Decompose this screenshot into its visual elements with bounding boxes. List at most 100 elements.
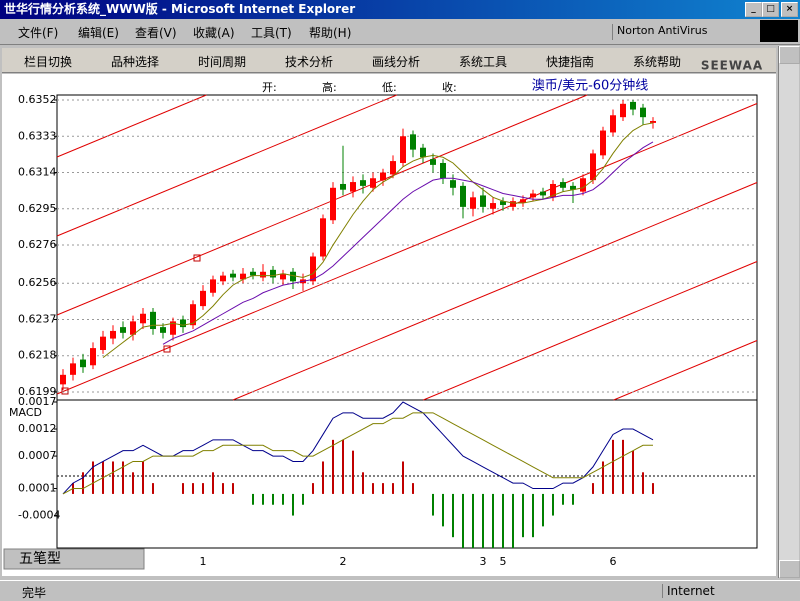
- menu-item[interactable]: 收藏(A): [193, 26, 235, 40]
- candle-body: [360, 180, 366, 186]
- open-label: 开:: [262, 81, 277, 94]
- y-tick-label: 0.0012: [18, 422, 57, 435]
- candle-body: [350, 182, 356, 192]
- candle-body: [440, 162, 446, 179]
- scrollbar[interactable]: [778, 46, 800, 578]
- candle-body: [80, 359, 86, 368]
- y-tick-label: 0.6276: [18, 238, 57, 251]
- toolbar-item[interactable]: 系统帮助: [633, 55, 682, 69]
- y-tick-label: 0.6295: [18, 202, 57, 215]
- chart-title: 澳币/美元-60分钟线: [532, 78, 649, 94]
- close-button[interactable]: ×: [781, 2, 798, 17]
- minimize-button[interactable]: _: [745, 2, 762, 17]
- marker: [61, 387, 69, 395]
- channel-line: [232, 182, 758, 401]
- scroll-up[interactable]: [779, 46, 800, 64]
- y-tick-label: 0.0001: [18, 482, 57, 495]
- toolbar-item[interactable]: 栏目切换: [24, 55, 73, 69]
- candle-body: [140, 313, 146, 324]
- candle-body: [180, 319, 186, 328]
- line-series: [102, 122, 654, 359]
- y-tick-label: 0.6314: [18, 166, 57, 179]
- menu-item[interactable]: 帮助(H): [309, 26, 352, 40]
- macd-title: MACD: [9, 406, 42, 419]
- candle-body: [400, 136, 406, 163]
- candle-body: [250, 271, 256, 276]
- candle-body: [610, 115, 616, 133]
- candle-body: [130, 321, 136, 335]
- candle-body: [430, 159, 436, 165]
- menu-item[interactable]: 文件(F): [18, 26, 59, 40]
- maximize-button[interactable]: □: [762, 2, 779, 17]
- menu-bar: Norton AntiVirus: [0, 20, 800, 45]
- candle-body: [650, 120, 656, 123]
- candle-body: [280, 273, 286, 280]
- bottom-tools[interactable]: [3, 548, 145, 570]
- candle-body: [210, 279, 216, 293]
- candle-body: [70, 363, 76, 375]
- toolbar-item[interactable]: 快捷指南: [546, 55, 595, 69]
- ie-logo: [760, 20, 798, 42]
- candle-body: [500, 201, 506, 205]
- menu-item[interactable]: 查看(V): [135, 26, 177, 40]
- y-tick-label: 0.6237: [18, 312, 57, 325]
- toolbar-item[interactable]: 画线分析: [372, 55, 421, 69]
- toolbar-item[interactable]: 系统工具: [459, 55, 508, 69]
- candle-body: [550, 183, 556, 198]
- chart-background: [2, 74, 776, 576]
- candle-body: [340, 183, 346, 190]
- close-label: 收:: [442, 80, 457, 94]
- toolbar-item[interactable]: 技术分析: [285, 55, 334, 69]
- menu-item[interactable]: 工具(T): [251, 26, 292, 40]
- channel-line: [613, 340, 758, 401]
- toolbar-item[interactable]: 时间周期: [198, 55, 247, 69]
- candle-body: [410, 134, 416, 150]
- candle-body: [570, 185, 576, 190]
- candle-body: [190, 304, 196, 326]
- menu-item[interactable]: 编辑(E): [78, 26, 119, 40]
- candle-body: [530, 193, 536, 198]
- high-label: 高:: [322, 80, 337, 94]
- candle-body: [240, 273, 246, 280]
- candle-body: [380, 172, 386, 181]
- toolbar-item[interactable]: 品种选择: [111, 55, 160, 69]
- scroll-down[interactable]: [779, 560, 800, 578]
- candle-body: [160, 327, 166, 333]
- norton-toolbar[interactable]: Norton AntiVirus: [612, 24, 747, 40]
- status-bar: 完毕 Internet: [0, 580, 800, 601]
- window-title: 世华行情分析系统_WWW版 - Microsoft Internet Explo…: [4, 2, 356, 16]
- candle-body: [420, 147, 426, 158]
- channel-line: [423, 261, 758, 401]
- candle-body: [630, 101, 636, 110]
- candle-body: [390, 161, 396, 175]
- candle-body: [290, 271, 296, 282]
- candle-body: [170, 321, 176, 335]
- candle-body: [510, 201, 516, 207]
- line-series: [162, 141, 654, 345]
- candle-body: [230, 273, 236, 278]
- candle-body: [580, 178, 586, 192]
- bottom-label[interactable]: 五笔型: [19, 551, 61, 567]
- candle-body: [270, 269, 276, 278]
- candle-body: [220, 275, 226, 282]
- channel-line: [56, 94, 397, 237]
- candle-body: [520, 199, 526, 204]
- marker: [163, 345, 171, 353]
- title-bar: 世华行情分析系统_WWW版 - Microsoft Internet Explo…: [0, 0, 800, 19]
- candle-body: [480, 195, 486, 207]
- chart-area: SEEWAA 开: 高: 低: 收: 澳币/美元-60分钟线 MACD 五笔型 …: [2, 59, 776, 576]
- x-tick-label: 1: [200, 555, 207, 568]
- y-tick-label: 0.0017: [18, 395, 57, 408]
- candle-body: [540, 191, 546, 196]
- y-tick-label: -0.0004: [18, 509, 60, 522]
- candle-body: [150, 311, 156, 330]
- candle-body: [200, 290, 206, 307]
- candle-body: [640, 107, 646, 118]
- x-tick-label: 3: [480, 555, 487, 568]
- candle-body: [470, 197, 476, 209]
- candle-body: [370, 178, 376, 188]
- candle-body: [100, 336, 106, 351]
- candle-body: [310, 256, 316, 282]
- line-series: [62, 401, 654, 495]
